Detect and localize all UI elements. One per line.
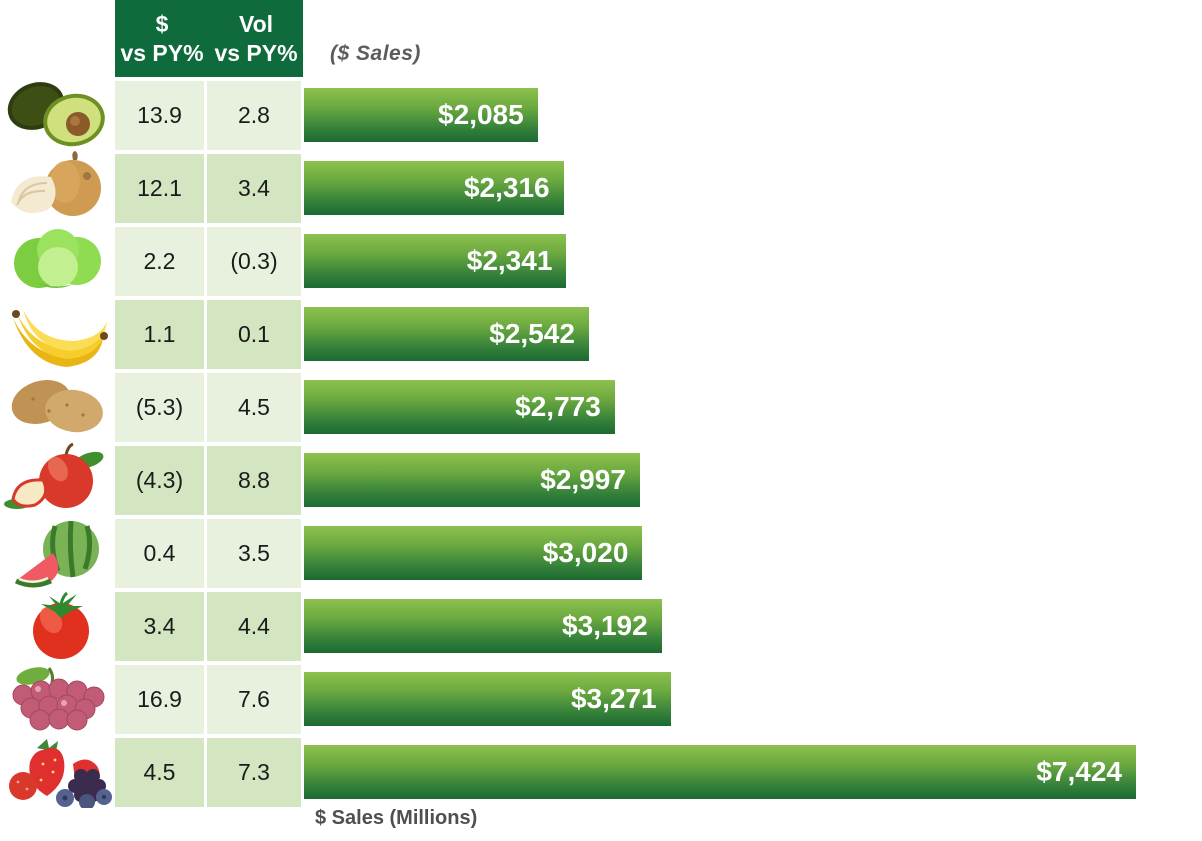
produce-row-apple: (4.3) 8.8 $2,997 — [0, 442, 1202, 515]
sales-value-label: $2,773 — [515, 391, 601, 422]
vol-vs-py-value: 7.6 — [238, 686, 270, 712]
dollar-vs-py-value: 1.1 — [143, 321, 176, 347]
dollar-vs-py-cell: (5.3) — [115, 373, 204, 442]
vol-vs-py-cell: 4.4 — [207, 592, 301, 661]
sales-bar: $2,085 — [304, 88, 538, 142]
sales-value-label: $2,341 — [466, 245, 553, 276]
vol-vs-py-cell: 0.1 — [207, 300, 301, 369]
sales-value-label: $3,271 — [570, 683, 657, 714]
bar-track: $2,316 — [304, 154, 1202, 223]
sales-bar: $3,271 — [304, 672, 671, 726]
sales-value-label: $3,192 — [562, 610, 648, 641]
sales-bar: $3,192 — [304, 599, 662, 653]
produce-row-banana: 1.1 0.1 $2,542 — [0, 300, 1202, 369]
bar-track: $2,341 — [304, 227, 1202, 296]
produce-row-potato: (5.3) 4.5 $2,773 — [0, 373, 1202, 442]
vol-vs-py-value: (0.3) — [230, 248, 278, 274]
vol-vs-py-value: 0.1 — [238, 321, 270, 347]
sales-bar: $2,773 — [304, 380, 615, 434]
vol-vs-py-value: 7.3 — [238, 759, 270, 785]
grapes-icon — [0, 665, 115, 734]
produce-row-tomato: 3.4 4.4 $3,192 — [0, 591, 1202, 661]
sales-value-label: $2,085 — [438, 99, 524, 130]
dollar-vs-py-value: 3.4 — [143, 613, 176, 639]
dollar-vs-py-value: 2.2 — [143, 248, 176, 274]
sales-value-label: $2,542 — [489, 318, 575, 349]
lettuce-icon — [0, 227, 115, 296]
bar-track: $3,020 — [304, 519, 1202, 588]
dollar-vs-py-cell: 3.4 — [115, 592, 204, 661]
sales-value-label: $2,316 — [463, 172, 550, 203]
vol-vs-py-cell: 7.3 — [207, 738, 301, 807]
bar-track: $2,085 — [304, 81, 1202, 150]
bar-track: $7,424 — [304, 738, 1202, 807]
produce-row-berries: 4.5 7.3 $7,424 — [0, 738, 1202, 808]
column-header-vol-vs-py: Vol vs PY% — [214, 11, 298, 66]
dollar-vs-py-cell: 16.9 — [115, 665, 204, 734]
table-header: $ vs PY% Vol vs PY% — [115, 0, 303, 77]
bar-track: $3,192 — [304, 592, 1202, 661]
dollar-vs-py-cell: 1.1 — [115, 300, 204, 369]
sales-value-label: $2,997 — [540, 464, 626, 495]
sales-bar: $2,316 — [304, 161, 564, 215]
vol-vs-py-cell: 8.8 — [207, 446, 301, 515]
dollar-vs-py-value: 0.4 — [143, 540, 176, 566]
vol-vs-py-cell: 4.5 — [207, 373, 301, 442]
produce-row-lettuce: 2.2 (0.3) $2,341 — [0, 227, 1202, 296]
vol-vs-py-cell: 3.4 — [207, 154, 301, 223]
produce-row-avocado: 13.9 2.8 $2,085 — [0, 81, 1202, 150]
dollar-vs-py-value: 16.9 — [137, 686, 182, 712]
dollar-vs-py-cell: 0.4 — [115, 519, 204, 588]
berries-icon — [0, 738, 115, 808]
sales-bar: $2,997 — [304, 453, 640, 507]
banana-icon — [0, 300, 115, 369]
produce-row-watermelon: 0.4 3.5 $3,020 — [0, 519, 1202, 588]
bar-track: $2,542 — [304, 300, 1202, 369]
produce-row-grapes: 16.9 7.6 $3,271 — [0, 665, 1202, 734]
sales-bar: $3,020 — [304, 526, 643, 580]
dollar-vs-py-cell: (4.3) — [115, 446, 204, 515]
dollar-vs-py-value: 13.9 — [137, 102, 182, 128]
sales-bar: $2,341 — [304, 234, 567, 288]
column-header-dollar-vs-py: $ vs PY% — [120, 11, 204, 66]
produce-row-onion: 12.1 3.4 $2,316 — [0, 151, 1202, 223]
dollar-vs-py-value: 12.1 — [137, 175, 182, 201]
sales-bar: $7,424 — [304, 745, 1136, 799]
vol-vs-py-cell: 7.6 — [207, 665, 301, 734]
vol-vs-py-value: 4.5 — [238, 394, 270, 420]
sales-bar: $2,542 — [304, 307, 589, 361]
bar-track: $2,997 — [304, 446, 1202, 515]
bars-title: ($ Sales) — [330, 42, 421, 65]
onion-icon — [0, 151, 115, 223]
bar-track: $3,271 — [304, 665, 1202, 734]
table-body: 13.9 2.8 $2,085 12.1 3.4 $2,316 2.2 (0.3) $2,3… — [0, 77, 1202, 808]
vol-vs-py-cell: (0.3) — [207, 227, 301, 296]
vol-vs-py-value: 3.5 — [238, 540, 270, 566]
avocado-icon — [0, 81, 115, 150]
dollar-vs-py-cell: 13.9 — [115, 81, 204, 150]
dollar-vs-py-value: (5.3) — [135, 394, 184, 420]
dollar-vs-py-cell: 12.1 — [115, 154, 204, 223]
dollar-vs-py-value: (4.3) — [135, 467, 184, 493]
dollar-vs-py-value: 4.5 — [143, 759, 176, 785]
bar-track: $2,773 — [304, 373, 1202, 442]
sales-value-label: $3,020 — [542, 537, 629, 568]
vol-vs-py-value: 4.4 — [238, 613, 270, 639]
vol-vs-py-cell: 2.8 — [207, 81, 301, 150]
vol-vs-py-value: 3.4 — [238, 175, 270, 201]
sales-value-label: $7,424 — [1036, 756, 1122, 787]
x-axis-label: $ Sales (Millions) — [315, 807, 478, 829]
dollar-vs-py-cell: 2.2 — [115, 227, 204, 296]
dollar-vs-py-cell: 4.5 — [115, 738, 204, 807]
vol-vs-py-value: 8.8 — [238, 467, 270, 493]
potato-icon — [0, 373, 115, 442]
apple-icon — [0, 442, 115, 515]
vol-vs-py-value: 2.8 — [238, 102, 270, 128]
vol-vs-py-cell: 3.5 — [207, 519, 301, 588]
watermelon-icon — [0, 519, 115, 588]
tomato-icon — [0, 591, 115, 661]
